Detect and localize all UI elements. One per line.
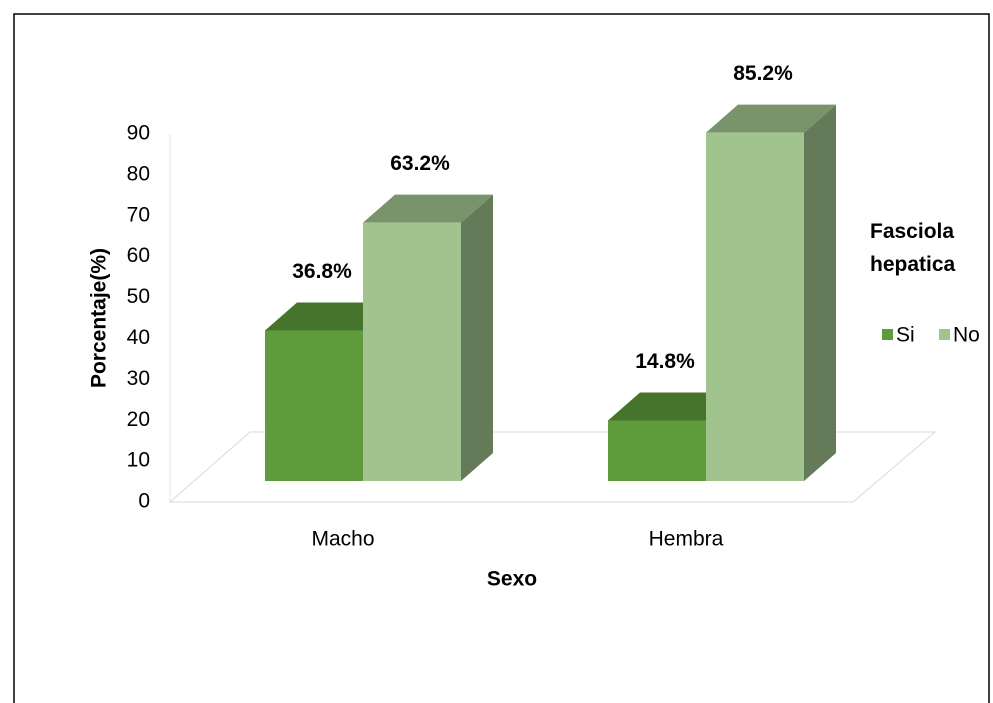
bar-top: [608, 392, 738, 421]
y-tick-label: 70: [127, 203, 150, 226]
floor: [168, 431, 937, 503]
value-label: 36.8%: [292, 260, 352, 283]
y-tick-label: 60: [127, 244, 150, 267]
y-tick-label: 10: [127, 449, 150, 472]
bar-front: [363, 222, 461, 482]
legend-title: Fasciola hepatica: [870, 220, 956, 276]
x-tick-label: Macho: [311, 528, 374, 551]
legend-label: Si: [896, 324, 915, 347]
bar-front: [706, 132, 804, 482]
value-label: 85.2%: [733, 62, 793, 85]
bar-top: [363, 194, 493, 223]
x-axis-title: Sexo: [487, 568, 537, 591]
value-label: 14.8%: [635, 350, 695, 373]
bar-side: [804, 104, 836, 482]
y-tick-label: 90: [127, 122, 150, 145]
y-tick-label: 80: [127, 162, 150, 185]
frame: [13, 13, 990, 703]
legend-swatch: [939, 329, 950, 340]
legend-label: No: [953, 324, 980, 347]
y-tick-label: 0: [138, 490, 150, 513]
value-label: 63.2%: [390, 152, 450, 175]
bar-top: [706, 104, 836, 133]
bar: [706, 104, 836, 482]
legend-swatch: [882, 329, 893, 340]
bar-front: [608, 420, 706, 481]
y-axis-title: Porcentaje(%): [88, 248, 111, 388]
x-tick-label: Hembra: [649, 528, 724, 551]
y-tick-label: 30: [127, 367, 150, 390]
y-tick-label: 40: [127, 326, 150, 349]
bar-front: [265, 330, 363, 481]
bar-top: [265, 302, 395, 331]
y-tick-label: 50: [127, 285, 150, 308]
bar: [363, 194, 493, 482]
bar-side: [461, 194, 493, 482]
y-tick-label: 20: [127, 408, 150, 431]
